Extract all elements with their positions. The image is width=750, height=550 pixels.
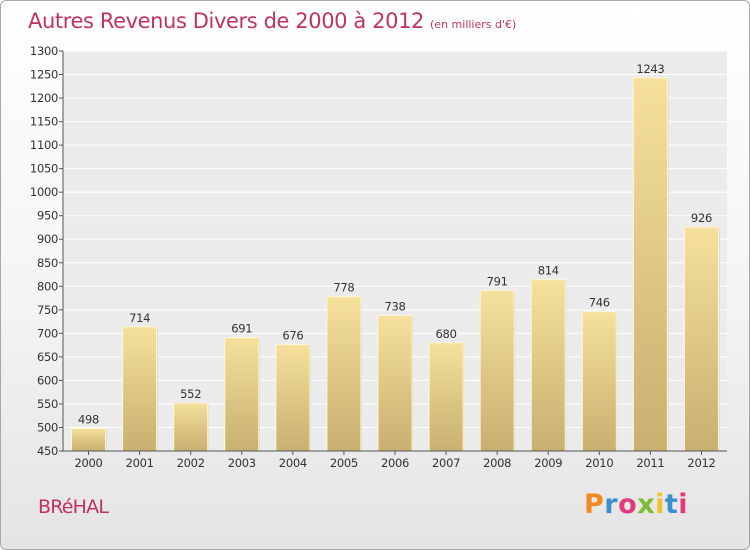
x-tick-label: 2008: [483, 456, 511, 470]
chart-title-text: Autres Revenus Divers de 2000 à 2012: [28, 9, 425, 33]
y-tick-label: 1100: [30, 138, 58, 152]
bar-value-label: 498: [78, 412, 99, 426]
bar-value-label: 676: [282, 329, 303, 343]
y-tick-label: 1150: [30, 115, 58, 129]
bar-value-label: 926: [691, 211, 712, 225]
x-tick-label: 2001: [126, 456, 154, 470]
bar: [530, 279, 566, 452]
logo-letter: x: [637, 489, 656, 520]
bar-value-label: 778: [333, 281, 354, 295]
y-tick-label: 550: [37, 397, 58, 411]
bar-value-label: 738: [384, 299, 405, 313]
bar: [326, 296, 362, 452]
x-tick-label: 2004: [279, 456, 307, 470]
y-tick-label: 850: [37, 256, 58, 270]
x-tick-label: 2000: [74, 456, 102, 470]
chart-subtitle: (en milliers d'€): [430, 18, 517, 31]
y-tick-label: 800: [37, 279, 58, 293]
logo-letter: P: [584, 489, 605, 520]
x-tick-label: 2012: [687, 456, 715, 470]
y-tick-label: 1000: [30, 185, 58, 199]
y-tick-label: 450: [37, 444, 58, 458]
y-tick-label: 1250: [30, 68, 58, 82]
bar-value-label: 552: [180, 387, 201, 401]
x-tick-label: 2010: [585, 456, 613, 470]
bar: [377, 314, 413, 452]
x-tick-label: 2006: [381, 456, 409, 470]
bar: [122, 326, 158, 452]
bar: [479, 290, 515, 452]
labels: 450 500 550 600 650 700 750 800 850 900 950 1000 105…: [30, 44, 716, 470]
y-tick-label: 1050: [30, 162, 58, 176]
chart-title: Autres Revenus Divers de 2000 à 2012 (en …: [28, 9, 516, 33]
axes: [59, 50, 727, 455]
x-tick-label: 2005: [330, 456, 358, 470]
y-tick-label: 700: [37, 326, 58, 340]
bar-value-label: 691: [231, 322, 252, 336]
bar: [275, 344, 311, 452]
bar-value-label: 714: [129, 311, 150, 325]
y-tick-label: 600: [37, 373, 58, 387]
logo-letter: t: [664, 489, 679, 520]
y-tick-label: 950: [37, 209, 58, 223]
x-tick-label: 2011: [636, 456, 664, 470]
bar: [428, 342, 464, 452]
x-tick-label: 2003: [228, 456, 256, 470]
y-tick-label: 500: [37, 420, 58, 434]
logo-letter: i: [655, 489, 665, 520]
bar: [683, 226, 719, 452]
bar: [224, 337, 260, 452]
logo-letter: i: [678, 489, 689, 520]
logo-letter: o: [618, 489, 638, 520]
bar-value-label: 1243: [636, 62, 664, 76]
bars: [71, 77, 720, 452]
y-tick-label: 900: [37, 232, 58, 246]
bar-value-label: 814: [538, 264, 559, 278]
proxiti-logo: Proxiti: [584, 489, 688, 520]
x-tick-label: 2007: [432, 456, 460, 470]
x-tick-label: 2009: [534, 456, 562, 470]
y-tick-label: 1300: [30, 44, 58, 58]
bar-value-label: 680: [436, 327, 457, 341]
bar: [173, 402, 209, 452]
town-name: BRéHAL: [38, 496, 109, 518]
x-tick-label: 2002: [177, 456, 205, 470]
bar-value-label: 746: [589, 296, 610, 310]
y-tick-label: 1200: [30, 91, 58, 105]
logo-letter: r: [604, 489, 619, 520]
y-tick-label: 650: [37, 350, 58, 364]
y-tick-label: 750: [37, 303, 58, 317]
bar: [581, 311, 617, 452]
bar: [632, 77, 668, 452]
bar: [71, 427, 107, 452]
bar-value-label: 791: [487, 275, 508, 289]
